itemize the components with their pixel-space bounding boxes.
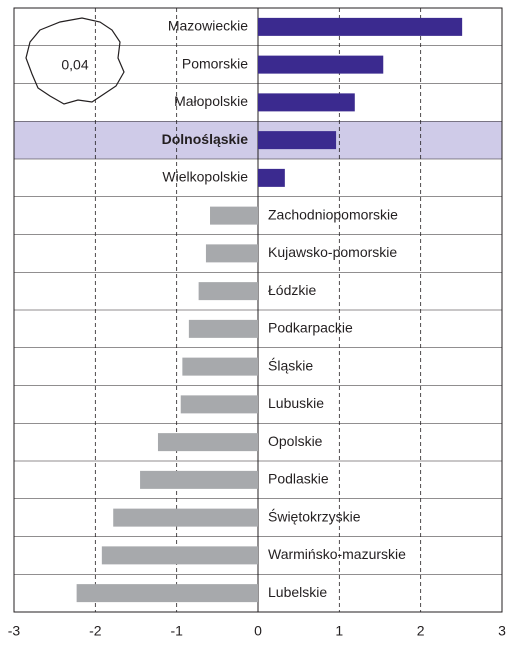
annotation: 0,04 — [61, 57, 88, 73]
bar — [180, 395, 258, 414]
bar — [157, 433, 258, 452]
category-label: Wielkopolskie — [162, 169, 248, 185]
x-tick-label: 1 — [335, 623, 343, 639]
category-label: Małopolskie — [174, 93, 248, 109]
bar — [101, 546, 258, 565]
category-label: Warmińsko-mazurskie — [268, 546, 406, 562]
category-label: Lubelskie — [268, 584, 327, 600]
category-label: Podlaskie — [268, 471, 329, 487]
category-label: Kujawsko-pomorskie — [268, 244, 397, 260]
map-outline — [25, 17, 125, 105]
bar — [76, 584, 258, 603]
category-label: Pomorskie — [182, 55, 248, 71]
category-label: Opolskie — [268, 433, 323, 449]
bar — [182, 357, 258, 376]
bar — [198, 282, 258, 301]
category-label: Śląskie — [268, 356, 313, 373]
x-tick-label: -2 — [89, 623, 102, 639]
bar — [258, 131, 337, 150]
x-tick-label: 2 — [417, 623, 425, 639]
x-tick-label: -3 — [8, 623, 21, 639]
bar — [258, 168, 285, 187]
bar — [258, 55, 384, 74]
bar — [205, 244, 258, 263]
plot-border — [13, 7, 503, 613]
bar — [188, 319, 258, 338]
category-label: Zachodniopomorskie — [268, 206, 398, 222]
x-tick-label: -1 — [170, 623, 183, 639]
x-tick-label: 0 — [254, 623, 262, 639]
category-label: Dolnośląskie — [162, 131, 249, 147]
bar — [140, 470, 258, 489]
category-label: Łódzkie — [268, 282, 316, 298]
bar — [258, 17, 463, 36]
category-label: Podkarpackie — [268, 320, 353, 336]
bar — [210, 206, 258, 225]
category-label: Lubuskie — [268, 395, 324, 411]
bar — [113, 508, 258, 527]
category-label: Mazowieckie — [168, 18, 248, 34]
x-tick-label: 3 — [498, 623, 506, 639]
category-label: Świętokrzyskie — [268, 507, 361, 524]
bar — [258, 93, 355, 112]
